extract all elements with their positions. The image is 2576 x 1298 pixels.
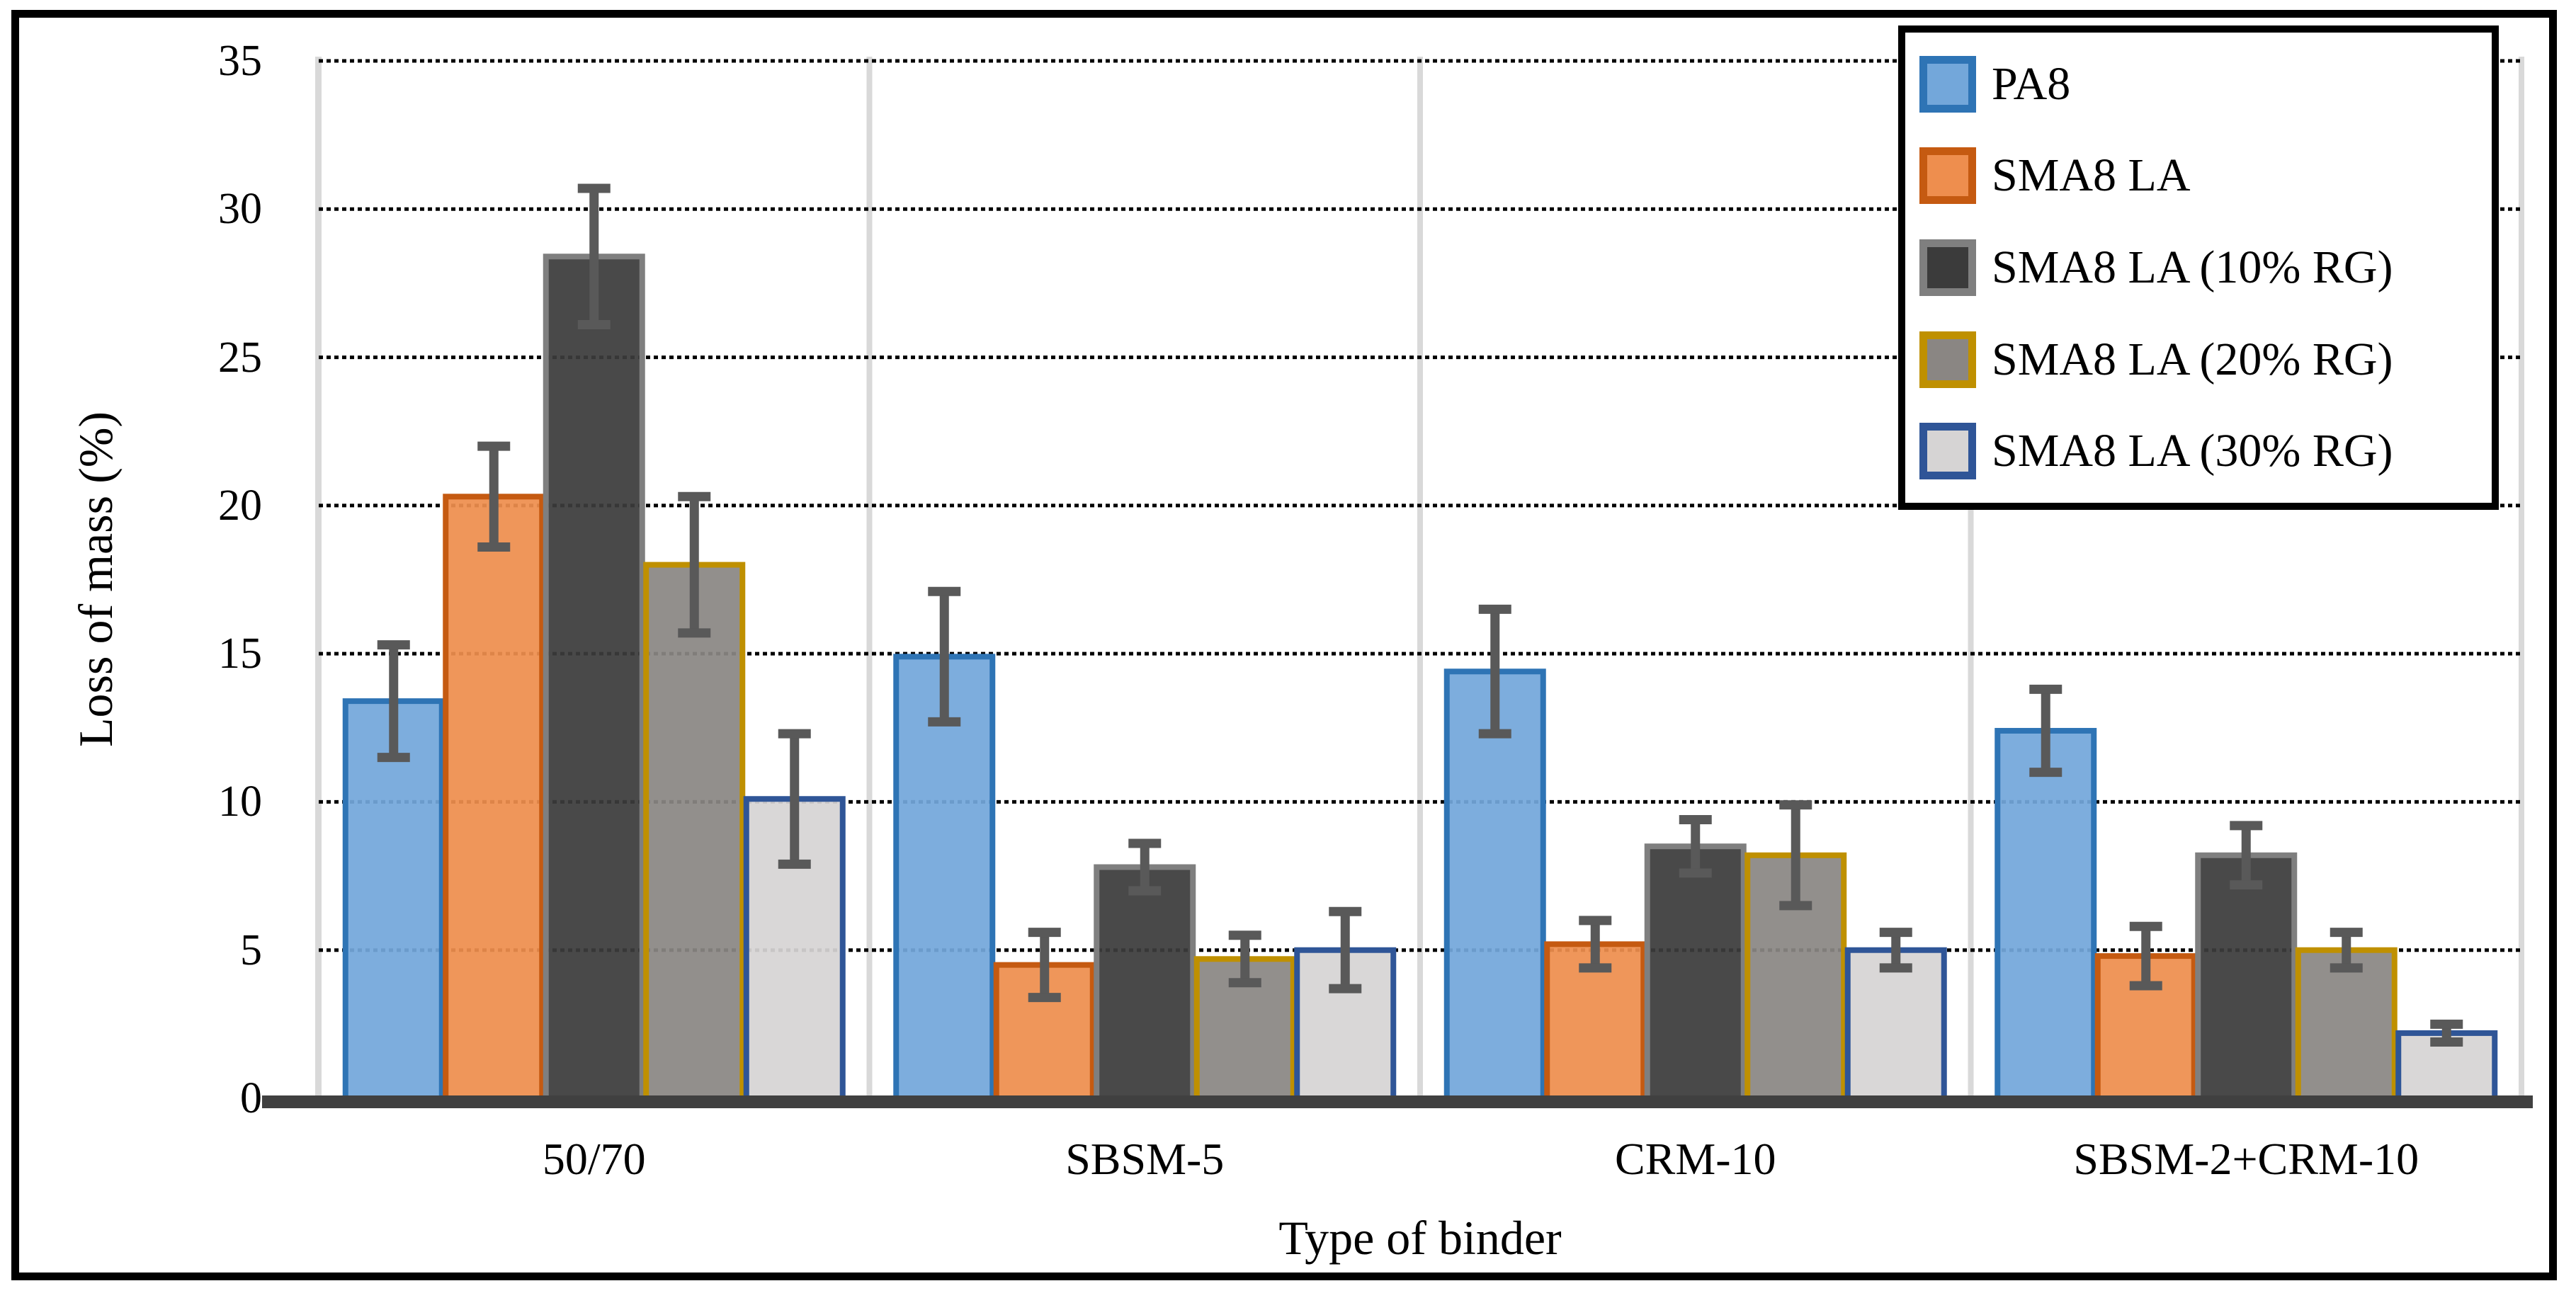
legend-label: PA8 [1992,57,2071,110]
category-separator [1968,57,1974,1095]
x-category-label: SBSM-5 [1065,1134,1225,1184]
bar-SMA8 LA (10% RG)-50/70 [543,254,645,1101]
bar-SMA8 LA (10% RG)-CRM-10 [1644,843,1747,1101]
bar-SMA8 LA (10% RG)-SBSM-2+CRM-10 [2195,852,2298,1101]
x-axis-baseline [262,1095,2533,1108]
bar-PA8-SBSM-2+CRM-10 [1995,727,2097,1101]
y-tick-label-10: 10 [218,778,262,826]
legend-item: SMA8 LA (30% RG) [1919,423,2492,480]
legend-label: SMA8 LA (20% RG) [1992,333,2393,385]
legend-item: SMA8 LA (20% RG) [1919,331,2492,388]
y-tick-label-20: 20 [218,481,262,530]
legend-item: SMA8 LA (10% RG) [1919,239,2492,296]
bar-PA8-50/70 [342,698,445,1101]
x-axis-title: Type of binder [1278,1211,1562,1265]
legend-swatch-icon [1919,239,1976,296]
y-axis-title: Loss of mass (%) [69,411,123,748]
bar-SMA8 LA-50/70 [443,494,545,1101]
legend-label: SMA8 LA (30% RG) [1992,425,2393,477]
legend-swatch-icon [1919,423,1976,480]
x-category-label: SBSM-2+CRM-10 [2073,1134,2419,1184]
y-tick-label-5: 5 [240,926,262,974]
bar-SMA8 LA (20% RG)-50/70 [643,562,746,1101]
category-separator [2519,57,2524,1095]
category-separator [866,57,873,1095]
y-axis-line [315,57,322,1095]
legend-item: SMA8 LA [1919,147,2492,205]
legend-label: SMA8 LA [1992,149,2191,202]
bar-PA8-SBSM-5 [893,654,996,1101]
legend-swatch-icon [1919,147,1976,205]
legend: PA8 SMA8 LA SMA8 LA (10% RG) SMA8 LA (20% R… [1898,25,2499,510]
legend-label: SMA8 LA (10% RG) [1992,241,2393,293]
y-tick-label-30: 30 [218,185,262,234]
legend-swatch-icon [1919,331,1976,388]
legend-item: PA8 [1919,55,2492,113]
legend-swatch-icon [1919,55,1976,113]
category-separator [1417,57,1423,1095]
x-category-label: CRM-10 [1614,1134,1776,1184]
x-category-label: 50/70 [542,1134,646,1184]
y-tick-label-25: 25 [218,333,262,382]
bar-SMA8 LA (10% RG)-SBSM-5 [1094,864,1196,1101]
y-tick-label-35: 35 [218,37,262,85]
y-tick-label-0: 0 [240,1074,262,1122]
y-tick-label-15: 15 [218,630,262,678]
